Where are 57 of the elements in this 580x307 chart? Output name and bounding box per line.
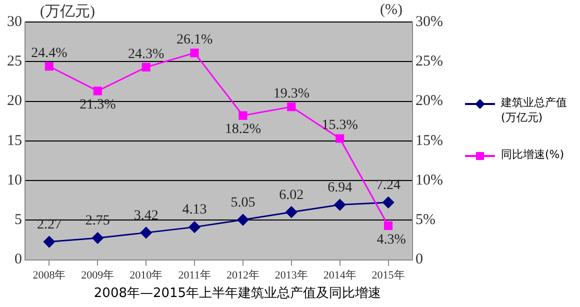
x-tick-label: 2015年 <box>372 269 405 282</box>
y2-tick-label: 30% <box>416 14 444 30</box>
y-tick-label: 10 <box>7 172 22 188</box>
y2-tick-label: 20% <box>416 93 444 110</box>
point <box>382 196 394 208</box>
data-label: 15.3% <box>322 118 358 134</box>
y2-axis-title: (%) <box>380 2 402 19</box>
y2-tick-label: 0 <box>416 252 424 268</box>
y2-tick-label: 5% <box>416 212 436 228</box>
point <box>44 62 54 71</box>
data-label: 6.94 <box>328 180 352 196</box>
x-tick-label: 2009年 <box>81 269 114 282</box>
point <box>287 102 296 112</box>
y-tick-label: 25 <box>7 54 22 70</box>
data-label: 24.3% <box>128 46 165 62</box>
x-tick-label: 2014年 <box>323 269 356 282</box>
x-tick-label: 2012年 <box>226 269 260 282</box>
x-tick-label: 2013年 <box>274 269 308 282</box>
data-label: 6.02 <box>279 188 304 203</box>
legend-label: 同比增速(%) <box>501 147 566 162</box>
text: 2008年—2015年上半年建筑业总产值及同比增速 <box>92 285 382 302</box>
y-tick-label: 30 <box>7 14 22 30</box>
point <box>286 206 298 218</box>
point <box>93 86 102 96</box>
x-tick-label: 2008年 <box>32 269 66 282</box>
y-tick-label: 15 <box>7 132 22 149</box>
y2-tick-label: 10% <box>416 172 444 188</box>
point <box>43 236 55 248</box>
point <box>336 134 344 143</box>
data-label: 4.13 <box>182 202 207 218</box>
point <box>190 48 199 58</box>
data-label: 18.2% <box>224 122 262 138</box>
point <box>384 221 393 230</box>
point <box>142 62 150 72</box>
point <box>140 226 152 238</box>
data-label: 24.4% <box>31 46 68 62</box>
x-tick-label: 2010年 <box>130 269 163 282</box>
y-axis-title: (万亿元) <box>40 3 95 21</box>
legend-label: 建筑业总产值(万亿元) <box>501 95 568 125</box>
point <box>188 221 200 233</box>
point <box>92 232 104 244</box>
data-label: 2.27 <box>36 217 62 232</box>
data-label: 4.3% <box>376 232 406 248</box>
y-tick-label: 20 <box>7 93 22 110</box>
data-label: 26.1% <box>176 32 213 48</box>
y2-tick-label: 25% <box>416 54 444 70</box>
point <box>237 214 249 226</box>
x-tick-label: 2011年 <box>178 269 211 282</box>
data-label: 5.05 <box>230 195 256 210</box>
y-tick-label: 0 <box>14 252 22 268</box>
point <box>334 199 346 211</box>
data-label: 7.24 <box>376 178 401 194</box>
data-label: 21.3% <box>80 98 116 113</box>
y2-tick-label: 15% <box>416 132 444 149</box>
data-label: 19.3% <box>273 86 310 102</box>
point <box>238 111 248 120</box>
y-tick-label: 5 <box>14 212 22 228</box>
